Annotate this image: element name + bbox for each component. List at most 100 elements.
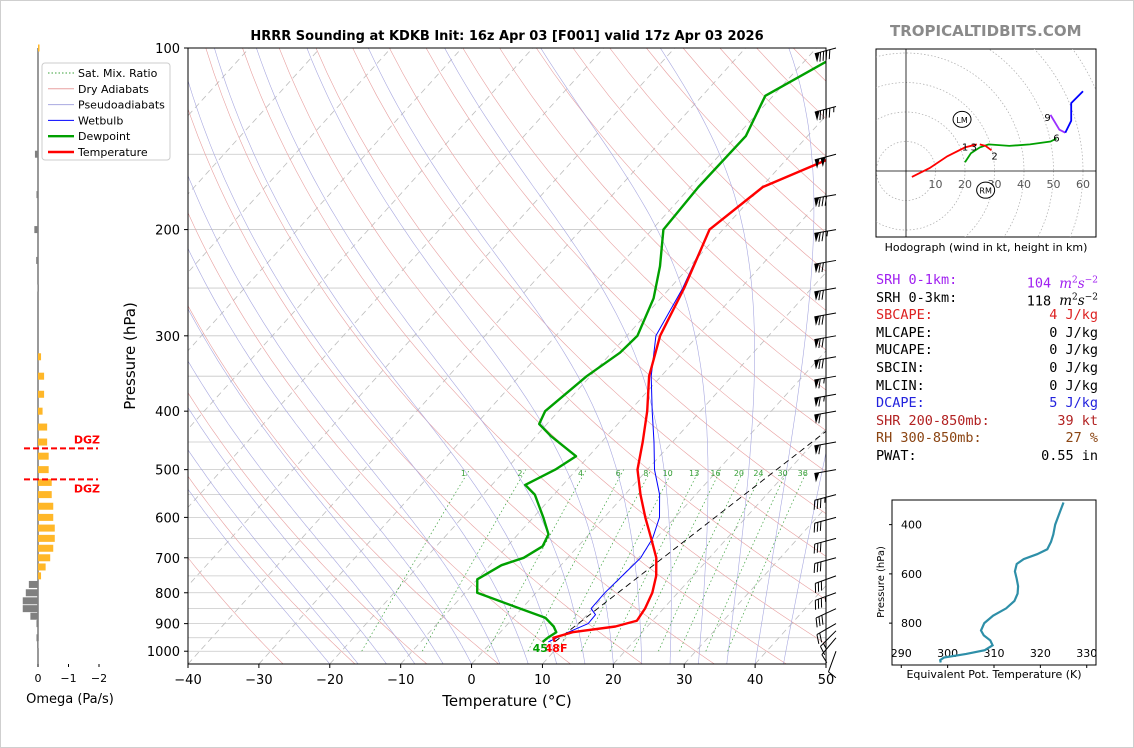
dry-adiabat-line: [188, 392, 428, 664]
index-row: SBCIN: 0 J/kg: [876, 360, 1116, 378]
wind-barb: [819, 630, 837, 656]
dry-adiabat-line: [188, 212, 571, 664]
omega-bar: [38, 44, 40, 52]
moist-adiabat-line: [444, 48, 672, 664]
index-unit: J/kg: [1065, 395, 1098, 412]
hodograph-ring-label: 60: [1076, 178, 1090, 191]
moist-adiabat-line: [660, 48, 755, 664]
y-tick-label: 1000: [147, 645, 180, 660]
mixing-ratio-label: 30: [778, 469, 788, 478]
index-label: DCAPE:: [876, 395, 925, 412]
index-unit: kt: [1081, 412, 1098, 429]
omega-bar: [34, 150, 38, 158]
y-tick-label: 200: [155, 224, 180, 239]
omega-bar: [36, 256, 38, 264]
x-tick-label: 30: [676, 673, 693, 688]
moist-adiabat-line: [540, 48, 709, 664]
index-label: SRH 0-1km:: [876, 272, 958, 288]
wind-barb: [814, 592, 837, 610]
omega-bar: [38, 524, 55, 532]
isotherm-line: [188, 48, 392, 273]
moist-adiabat-line: [188, 360, 416, 664]
isotherm-line: [0, 48, 37, 664]
moist-adiabat-line: [188, 407, 387, 664]
index-unit: m2s−2: [1059, 275, 1098, 292]
mixing-ratio-label: 10: [663, 469, 673, 478]
index-row: SRH 0-1km: 104 m2s−2: [876, 272, 1116, 292]
surface-temperature-label: 48F: [545, 642, 568, 655]
index-row: SRH 0-3km: 118 m2s−2: [876, 289, 1116, 310]
wind-barb: [814, 410, 837, 424]
isotherm-line: [188, 48, 675, 587]
mixing-ratio-line: [632, 469, 721, 652]
wind-barb: [814, 335, 837, 349]
omega-x-tick-label: 0: [35, 672, 42, 685]
moist-adiabat-line: [188, 79, 529, 664]
index-unit: %: [1089, 430, 1098, 447]
omega-bar: [25, 589, 38, 597]
omega-bar: [38, 513, 54, 521]
omega-panel: 0 −1 −2 DGZ DGZ: [22, 44, 107, 685]
hodograph-height-label: 2: [991, 151, 997, 162]
theta-e-border: [891, 499, 1097, 666]
wind-barb: [814, 375, 837, 389]
mixing-ratio-label: 13: [689, 469, 699, 478]
omega-bar: [34, 226, 38, 234]
index-label: MLCIN:: [876, 377, 925, 394]
mixing-ratio-line: [705, 469, 788, 652]
legend-label: Dewpoint: [78, 130, 131, 143]
skewt-ylabel: Pressure (hPa): [121, 302, 139, 410]
x-tick-label: −20: [316, 673, 343, 688]
index-row: MUCAPE: 0 J/kg: [876, 342, 1116, 360]
wind-barb: [814, 575, 837, 593]
mixing-ratio-label: 8: [643, 469, 648, 478]
dry-adiabat-line: [278, 48, 826, 645]
dry-adiabat-line: [315, 48, 826, 601]
x-tick-label: −40: [174, 673, 201, 688]
dgz-label: DGZ: [74, 433, 100, 446]
skewt-title: HRRR Sounding at KDKB Init: 16z Apr 03 […: [250, 29, 763, 44]
mixing-ratio-line: [727, 469, 808, 652]
dry-adiabat-line: [188, 305, 499, 664]
x-tick-label: 10: [534, 673, 551, 688]
skewt-axes: −40 −30 −20 −10 0 10 20 30 40 50 100 200 300 400 500 60…: [147, 42, 834, 688]
dry-adiabat-line: [499, 48, 826, 391]
y-tick-label: 600: [155, 511, 180, 526]
moist-adiabat-line: [368, 48, 642, 664]
index-label: SBCAPE:: [876, 307, 933, 324]
wind-barb: [814, 259, 837, 274]
mixing-ratio-line: [658, 469, 745, 652]
omega-bar: [38, 423, 48, 431]
index-row: DCAPE: 5 J/kg: [876, 395, 1116, 413]
skewt-background-lines: 1 2 4 6 8 10 13 16 20 24 30 36: [0, 48, 826, 664]
omega-bar: [38, 452, 49, 460]
wind-barb: [813, 516, 837, 533]
index-value: 0 J/kg: [1049, 342, 1098, 359]
skewt-xlabel: Temperature (°C): [441, 692, 571, 710]
storm-motion-marker: [952, 110, 972, 128]
index-unit: J/kg: [1065, 324, 1098, 341]
moist-adiabat-line: [306, 48, 614, 664]
omega-bar: [36, 191, 38, 199]
parcel-path-line: [554, 430, 826, 643]
mixing-ratio-line: [609, 469, 700, 652]
x-tick-label: 50: [818, 673, 835, 688]
wind-barb: [814, 469, 837, 483]
omega-bar: [38, 544, 54, 552]
hodograph-ring-label: 50: [1047, 178, 1061, 191]
index-label: SRH 0-3km:: [876, 289, 958, 306]
theta-x-tick-label: 310: [984, 647, 1005, 660]
dry-adiabat-line: [188, 475, 356, 664]
hodograph-caption: Hodograph (wind in kt, height in km): [885, 241, 1088, 254]
x-tick-label: 40: [747, 673, 764, 688]
omega-bar: [38, 466, 49, 474]
mixing-ratio-label: 2: [517, 469, 522, 478]
legend-label: Wetbulb: [78, 114, 123, 127]
moist-adiabat-line: [188, 247, 472, 664]
theta-e-line: [938, 502, 1065, 663]
index-label: RH 300-850mb:: [876, 430, 982, 447]
watermark-text: TROPICALTIDBITS.COM: [890, 22, 1082, 40]
index-label: SBCIN:: [876, 359, 925, 376]
dry-adiabat-line: [205, 48, 715, 664]
